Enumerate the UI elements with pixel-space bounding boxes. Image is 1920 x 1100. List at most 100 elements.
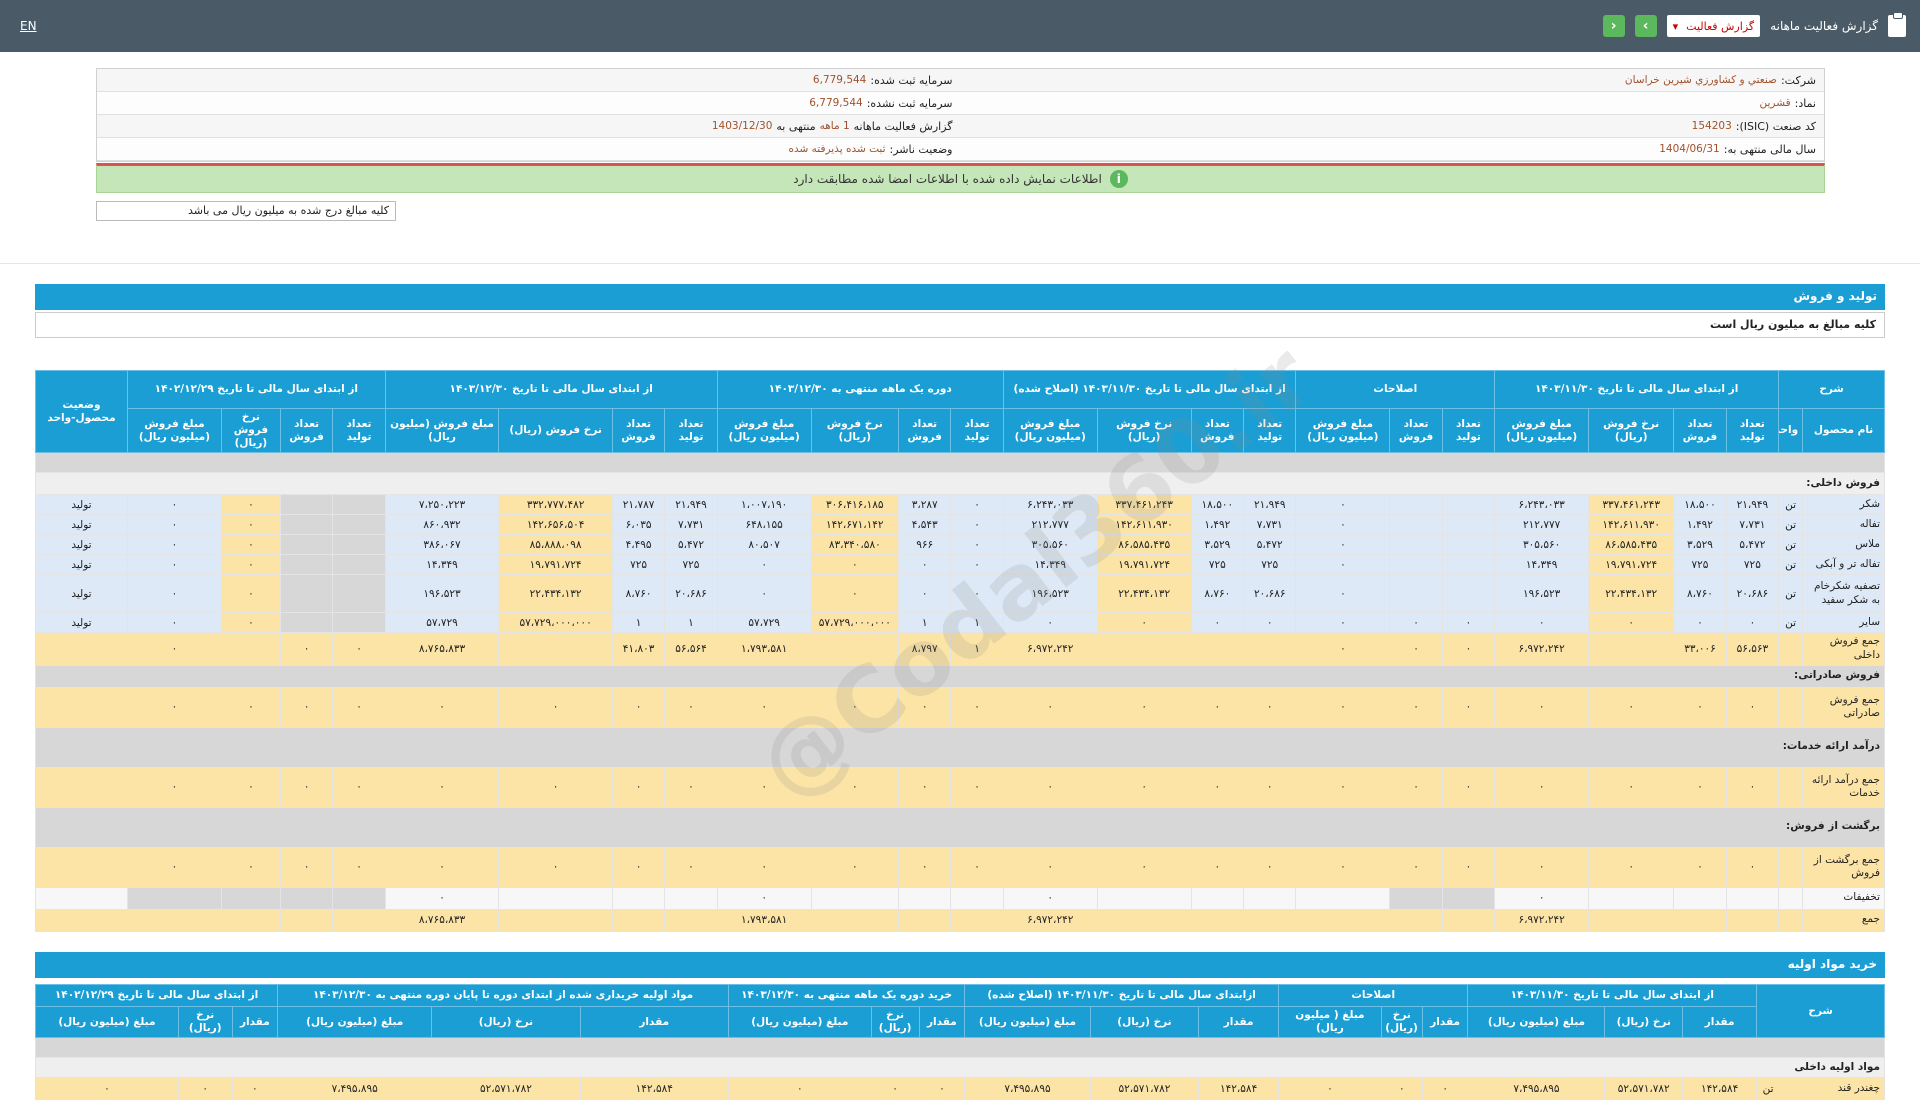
table-cell: [332, 494, 386, 516]
prev-arrow-icon[interactable]: ‹: [1602, 15, 1625, 37]
table-cell: تن: [1778, 534, 1804, 556]
table-cell: تفاله: [1802, 514, 1885, 536]
table-cell: ۰: [1725, 766, 1780, 808]
table-cell: ۰: [1295, 574, 1391, 614]
table-cell: ۶،۲۴۳،۰۳۳: [1002, 494, 1098, 516]
table-cell: ۰: [810, 766, 899, 808]
table-cell: تفاله تر و آبکی: [1802, 554, 1885, 576]
table-cell: [35, 908, 128, 932]
table-cell: ۰: [126, 494, 222, 516]
table-cell: [279, 554, 334, 576]
table-cell: ۳۸۶،۰۶۷: [384, 534, 500, 556]
table-cell: ملاس: [1802, 534, 1885, 556]
table-cell: ۰: [220, 534, 281, 556]
table-cell: ۰: [1725, 846, 1780, 888]
table-cell: تن: [1778, 514, 1804, 536]
next-arrow-icon[interactable]: ›: [1634, 15, 1657, 37]
table-cell: ۰: [384, 846, 500, 888]
table-row: [35, 1037, 1885, 1059]
table-cell: درآمد ارائه خدمات:: [35, 726, 1885, 768]
table-cell: [1441, 886, 1496, 910]
table-cell: ۰: [611, 686, 666, 728]
table-cell: ۰: [1243, 766, 1297, 808]
table-cell: ۰: [1441, 612, 1496, 634]
table-row: جمع ۶،۹۷۲،۲۴۲ ۶،۹۷۲،۲۴۲ ۱،۷۹۳،۵۸۱ ۸،۷۶۵،۸۳۳: [35, 908, 1885, 932]
table-cell: ۲۱،۹۴۹: [1725, 494, 1780, 516]
table-cell: ۲۱،۹۴۹: [664, 494, 718, 516]
table-cell: ۶،۹۷۲،۲۴۲: [1494, 908, 1590, 932]
table-cell: ۷،۷۳۱: [1725, 514, 1780, 536]
table-cell: جمع برگشت از فروش: [1802, 846, 1885, 888]
table-cell: ۰: [220, 574, 281, 614]
table-cell: ۰: [231, 1077, 279, 1100]
raw-materials-table: شرح از ابتدای سال مالی تا تاریخ ۱۴۰۳/۱۱/…: [34, 983, 1885, 1100]
table-cell: ۱: [611, 612, 666, 634]
table-cell: ۰: [1096, 686, 1192, 728]
table-cell: مواد اولیه داخلی: [35, 1057, 1885, 1079]
table-cell: ۰: [1673, 766, 1727, 808]
table-row: [35, 452, 1885, 474]
top-bar: EN گزارش فعالیت ماهانه گزارش فعالیت ▾ › ‹: [0, 0, 1920, 52]
table-cell: [279, 514, 334, 536]
table-cell: ۰: [1096, 612, 1192, 634]
table-cell: ۰: [1278, 1077, 1382, 1100]
table-cell: [220, 632, 281, 666]
table-cell: ۰: [1588, 612, 1675, 634]
report-type-select[interactable]: گزارش فعالیت ▾: [1666, 15, 1761, 37]
table-cell: ۵۷،۷۲۹،۰۰۰،۰۰۰: [810, 612, 899, 634]
table-cell: ۱: [950, 612, 1004, 634]
table-cell: ۵۲،۵۷۱،۷۸۲: [1604, 1077, 1684, 1100]
table-cell: ۰: [918, 1077, 966, 1100]
table-cell: ۱۹،۷۹۱،۷۲۴: [1096, 554, 1192, 576]
table-cell: ۰: [126, 632, 222, 666]
table-cell: ۰: [1389, 846, 1443, 888]
table-cell: ۸،۷۶۵،۸۳۳: [384, 908, 500, 932]
table-cell: ۱۹،۷۹۱،۷۲۴: [498, 554, 613, 576]
table-cell: ۰: [1441, 686, 1496, 728]
table-cell: ۰: [1389, 766, 1443, 808]
table-cell: ۰: [950, 554, 1004, 576]
table-cell: فروش صادراتی:: [35, 664, 1885, 688]
table-cell: [1096, 886, 1192, 910]
table-cell: ۰: [810, 574, 899, 614]
table-cell: ۰: [1494, 612, 1590, 634]
table-cell: ۰: [897, 554, 952, 576]
table-cell: ۸۵،۸۸۸،۰۹۸: [498, 534, 613, 556]
table-cell: [950, 886, 1004, 910]
table-cell: ۰: [1295, 554, 1391, 576]
language-switch[interactable]: EN: [20, 19, 37, 33]
table-cell: ۰: [1002, 766, 1098, 808]
table-cell: برگشت از فروش:: [35, 806, 1885, 848]
table-cell: ۲۱۲،۷۷۷: [1002, 514, 1098, 536]
table-cell: [35, 886, 128, 910]
table-cell: [332, 908, 386, 932]
table-cell: [1778, 846, 1804, 888]
table-cell: ۰: [384, 886, 500, 910]
table-cell: ۰: [950, 846, 1004, 888]
table-cell: ۰: [810, 554, 899, 576]
table-cell: تن: [1778, 612, 1804, 634]
table-cell: ۰: [1494, 686, 1590, 728]
table-cell: ۱۴،۳۴۹: [384, 554, 500, 576]
table-cell: [1389, 574, 1443, 614]
table-cell: ۰: [1295, 494, 1391, 516]
table-cell: ۰: [897, 766, 952, 808]
table-cell: [611, 886, 666, 910]
table-cell: ۰: [1002, 686, 1098, 728]
table-cell: ۷،۷۳۱: [664, 514, 718, 536]
table-cell: ۰: [126, 554, 222, 576]
table-cell: [664, 886, 718, 910]
table-cell: [1389, 494, 1443, 516]
table-cell: تصفیه شکرخام به شکر سفید: [1802, 574, 1885, 614]
table-cell: ۴،۴۹۵: [611, 534, 666, 556]
table-cell: ۷۲۵: [1243, 554, 1297, 576]
table-cell: [220, 908, 281, 932]
registered-capital: 6,779,544: [812, 74, 867, 86]
table-cell: ۰: [1295, 846, 1391, 888]
table-cell: [810, 632, 899, 666]
table-cell: ۷۲۵: [611, 554, 666, 576]
table-cell: تولید: [35, 612, 128, 634]
table-cell: ۳۳۲،۷۷۷،۴۸۲: [498, 494, 613, 516]
table-cell: [1243, 908, 1297, 932]
table-cell: [1778, 908, 1804, 932]
